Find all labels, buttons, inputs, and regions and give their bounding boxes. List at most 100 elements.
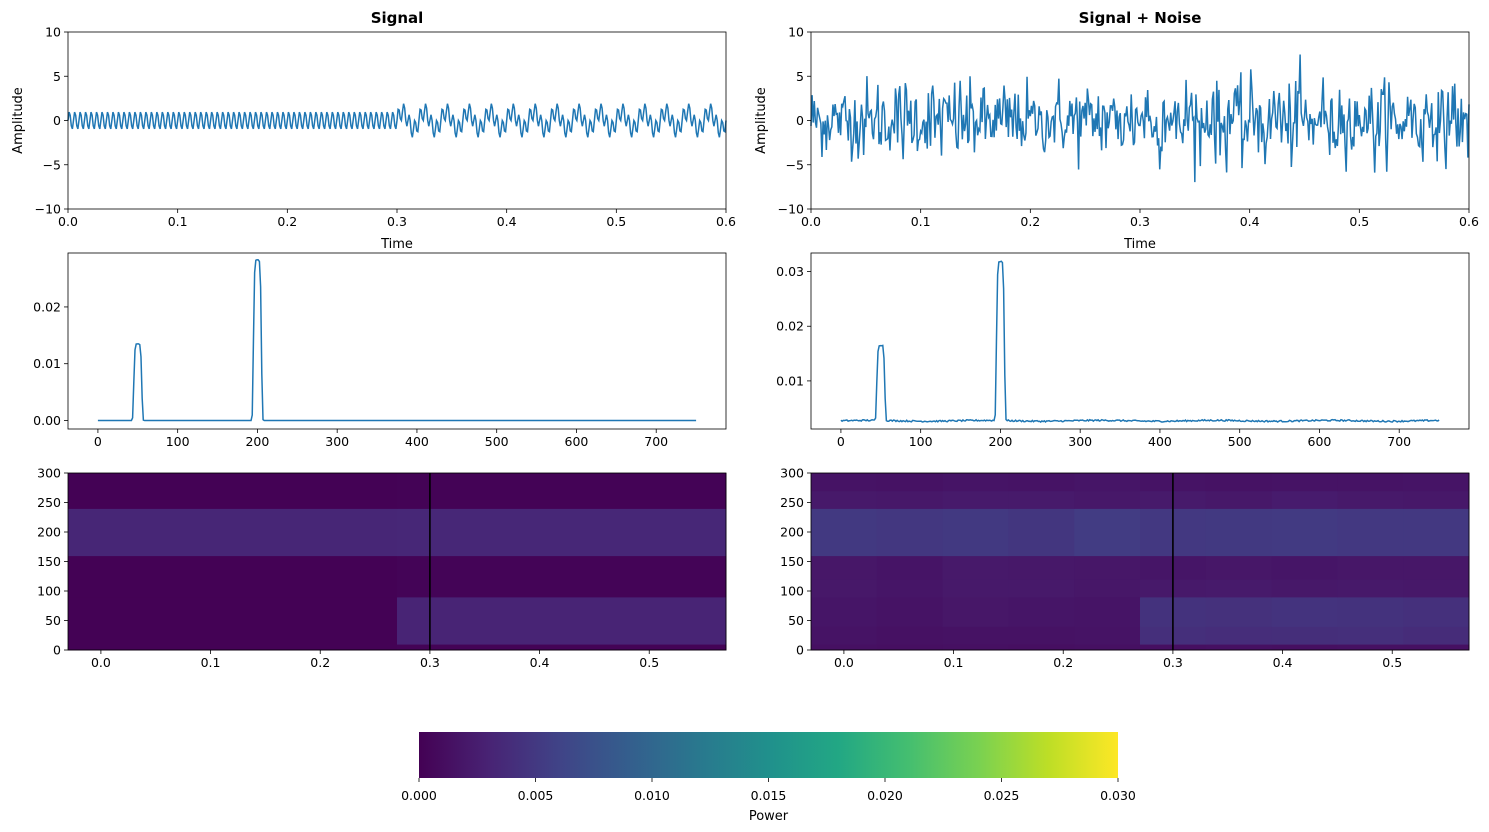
heatmap-cell <box>876 596 944 627</box>
y-tick-label: 200 <box>37 525 61 540</box>
heatmap-cell <box>876 626 944 645</box>
heatmap-cell <box>1337 555 1404 580</box>
x-tick-label: 0.6 <box>1459 214 1479 229</box>
heatmap-cell <box>942 490 1009 509</box>
heatmap-cell <box>1271 490 1338 509</box>
x-tick-label: 0.0 <box>834 655 854 670</box>
heatmap-cell <box>1008 490 1075 509</box>
heatmap-cell <box>811 508 878 557</box>
heatmap-cell <box>1074 579 1141 598</box>
spectrum-line <box>840 260 1440 423</box>
heatmap-cell <box>1403 473 1470 492</box>
y-tick-label: 300 <box>37 466 61 481</box>
heatmap-cell <box>1205 555 1273 580</box>
x-tick-label: 600 <box>1308 434 1332 449</box>
heatmap-cell <box>1337 579 1404 598</box>
y-tick-label: 10 <box>788 25 804 40</box>
heatmap-cell <box>1337 626 1404 645</box>
x-tick-label: 0.5 <box>1349 214 1369 229</box>
heatmap-cell <box>942 473 1009 492</box>
x-tick-label: 0.5 <box>1382 655 1402 670</box>
heatmap-cell <box>1074 626 1141 645</box>
heatmap-cell <box>1337 508 1404 557</box>
heatmap-cell <box>397 596 727 645</box>
x-tick-label: 0.5 <box>639 655 659 670</box>
heatmap-cell <box>1008 555 1075 580</box>
heatmap-cell <box>876 579 944 598</box>
y-tick-label: 0.02 <box>33 299 61 314</box>
x-tick-label: 500 <box>485 434 509 449</box>
heatmap-cell <box>811 644 878 651</box>
y-tick-label: 0.02 <box>776 319 804 334</box>
x-tick-label: 100 <box>909 434 933 449</box>
y-tick-label: 0 <box>796 113 804 128</box>
heatmap-cell <box>942 596 1009 627</box>
heatmap-cell <box>1271 644 1338 651</box>
heatmap-cell <box>811 579 878 598</box>
y-tick-label: 5 <box>796 69 804 84</box>
colorbar-tick-label: 0.030 <box>1100 788 1136 803</box>
chart-title: Signal + Noise <box>1079 9 1202 27</box>
heatmap-cell <box>942 555 1009 580</box>
y-tick-label: 0.01 <box>776 373 804 388</box>
heatmap-cell <box>1008 596 1075 627</box>
colorbar-gradient <box>419 732 1118 778</box>
x-tick-label: 400 <box>405 434 429 449</box>
colorbar-tick-label: 0.020 <box>867 788 903 803</box>
x-tick-label: 0.4 <box>1273 655 1293 670</box>
x-tick-label: 700 <box>644 434 668 449</box>
x-tick-label: 400 <box>1148 434 1172 449</box>
y-tick-label: −5 <box>786 157 804 172</box>
heatmap-cell <box>1403 508 1470 557</box>
heatmap-cell <box>68 508 398 557</box>
heatmap-cell <box>1008 626 1075 645</box>
heatmap-cell <box>1337 473 1404 492</box>
heatmap-cell <box>1074 555 1141 580</box>
x-tick-label: 0.4 <box>497 214 517 229</box>
x-tick-label: 0.3 <box>420 655 440 670</box>
y-tick-label: −10 <box>778 202 804 217</box>
x-tick-label: 0.3 <box>1130 214 1150 229</box>
heatmap-cell <box>1403 490 1470 509</box>
heatmap-cell <box>1271 508 1338 557</box>
x-tick-label: 0.3 <box>387 214 407 229</box>
y-tick-label: −5 <box>43 157 61 172</box>
y-tick-label: 100 <box>37 584 61 599</box>
heatmap-cell <box>1403 644 1470 651</box>
heatmap-cell <box>1205 508 1273 557</box>
x-tick-label: 0.0 <box>91 655 111 670</box>
axes-frame-3 <box>810 252 1470 430</box>
heatmap-cell <box>1271 626 1338 645</box>
heatmap-cell <box>1074 508 1141 557</box>
y-tick-label: 50 <box>788 613 804 628</box>
x-tick-label: 300 <box>325 434 349 449</box>
y-tick-label: 0.01 <box>33 356 61 371</box>
x-tick-label: 0.1 <box>944 655 964 670</box>
heatmap-cell <box>876 644 944 651</box>
heatmap-cell <box>1205 579 1273 598</box>
colorbar-tick-label: 0.025 <box>984 788 1020 803</box>
y-axis-label: Amplitude <box>754 87 769 154</box>
y-tick-label: 250 <box>37 495 61 510</box>
colorbar-tick-label: 0.015 <box>751 788 787 803</box>
heatmap-cell <box>1205 644 1273 651</box>
heatmap-cell <box>1271 473 1338 492</box>
y-axis-label: Amplitude <box>11 87 26 154</box>
colorbar-tick-label: 0.000 <box>401 788 437 803</box>
heatmap-cell <box>811 555 878 580</box>
chart-panel-3: 0 100 200 300 400 500 600 700 0.01 0.02 0.03 <box>776 252 1470 449</box>
heatmap-cell <box>397 555 727 598</box>
heatmap-cell <box>1403 596 1470 627</box>
heatmap-cell <box>1205 490 1273 509</box>
heatmap-cell <box>1403 579 1470 598</box>
axes-frame-2 <box>67 252 727 430</box>
colorbar-label: Power <box>749 809 789 824</box>
y-tick-label: 0.03 <box>776 264 804 279</box>
x-tick-label: 0.4 <box>1240 214 1260 229</box>
y-tick-label: 200 <box>780 525 804 540</box>
x-tick-label: 200 <box>988 434 1012 449</box>
heatmap-cell <box>1403 626 1470 645</box>
x-tick-label: 0.6 <box>716 214 736 229</box>
heatmap-cell <box>397 644 727 651</box>
